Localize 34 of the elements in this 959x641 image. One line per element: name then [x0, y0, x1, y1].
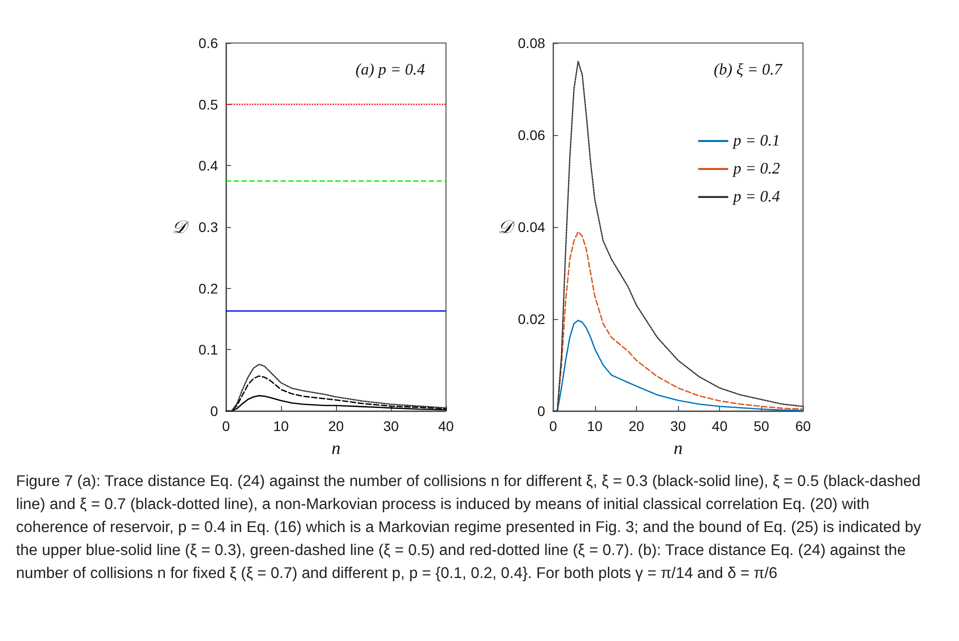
caption: Figure 7 (a): Trace distance Eq. (24) against the number of collisions n for different ξ, ξ = 0.3 (black-solid line), ξ = 0.5 (black-dashed line) and ξ = 0.7 (black-dotted line), a non-Markovian process is induced by means of initial classical correlation Eq. (20) with coherence of reservoir, p = 0.4 in Eq. (16) which is a Markovian regime presented in Fig. 3; and the bound of Eq. (25) is indicated by the upper blue-solid line (ξ = 0.3), green-dashed line (ξ = 0.5) and red-dotted line (ξ = 0.7). (b): Trace distance Eq. (24) against the number of collisions n for fixed ξ (ξ = 0.7) and different p, p = {0.1, 0.2, 0.4}. For both plots γ = π/14 and δ = π/6 [16, 472, 922, 584]
x-tick-label: 20 [628, 418, 644, 434]
y-tick-label: 0.5 [198, 96, 218, 112]
x-tick-label: 10 [587, 418, 603, 434]
y-tick-label: 0.1 [198, 342, 218, 358]
y-axis-title: 𝒟 [498, 217, 516, 237]
x-tick-label: 40 [712, 418, 728, 434]
x-tick-label: 30 [670, 418, 686, 434]
legend-label: p = 0.2 [732, 160, 780, 178]
x-tick-label: 0 [549, 418, 558, 434]
y-tick-label: 0 [537, 403, 546, 419]
legend-label: p = 0.1 [732, 132, 780, 150]
x-axis-title: n [332, 438, 340, 458]
text: (a) p = 0.4 [356, 62, 425, 78]
y-tick-label: 0.3 [198, 219, 218, 235]
y-tick-label: 0.04 [518, 219, 546, 235]
x-tick-label: 0 [222, 418, 230, 434]
x-tick-label: 50 [754, 418, 770, 434]
y-tick-label: 0.06 [518, 127, 546, 143]
y-tick-label: 0 [210, 403, 218, 419]
x-tick-label: 20 [328, 418, 344, 434]
legend-label: p = 0.4 [732, 188, 780, 206]
y-tick-label: 0.4 [198, 158, 218, 174]
x-axis-title: n [674, 438, 683, 458]
x-tick-label: 10 [273, 418, 289, 434]
x-tick-label: 30 [383, 418, 399, 434]
y-axis-title: 𝒟 [172, 217, 190, 237]
y-tick-label: 0.2 [198, 280, 218, 296]
x-tick-label: 40 [438, 418, 454, 434]
y-tick-label: 0.6 [198, 35, 218, 51]
text: (b) ξ = 0.7 [714, 62, 783, 78]
y-tick-label: 0.02 [518, 311, 546, 327]
y-tick-label: 0.08 [518, 35, 546, 51]
x-tick-label: 60 [795, 418, 811, 434]
